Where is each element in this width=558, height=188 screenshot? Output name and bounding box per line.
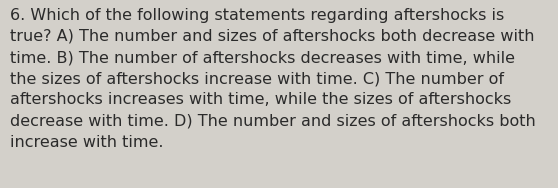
Text: 6. Which of the following statements regarding aftershocks is
true? A) The numbe: 6. Which of the following statements reg…: [10, 8, 536, 150]
